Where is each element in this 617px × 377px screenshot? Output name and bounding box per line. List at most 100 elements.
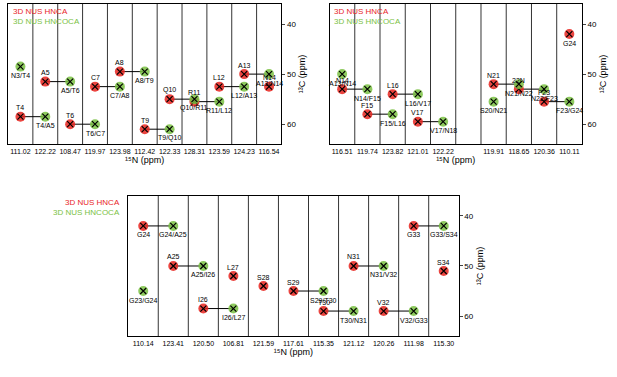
svg-text:V32/G33: V32/G33: [400, 317, 428, 324]
svg-text:60: 60: [588, 120, 597, 129]
svg-text:¹³C (ppm): ¹³C (ppm): [297, 55, 307, 94]
svg-text:Q10/R11: Q10/R11: [180, 104, 208, 112]
svg-text:110.14: 110.14: [133, 340, 154, 347]
svg-text:40: 40: [588, 20, 597, 29]
svg-text:119.97: 119.97: [85, 148, 106, 155]
svg-text:N21: N21: [487, 72, 500, 79]
svg-text:A25/I26: A25/I26: [191, 271, 215, 278]
svg-text:40: 40: [464, 212, 473, 221]
svg-text:119.74: 119.74: [357, 148, 378, 155]
svg-text:G33/S34: G33/S34: [430, 231, 458, 238]
svg-text:117.61: 117.61: [283, 340, 304, 347]
svg-text:F23: F23: [538, 89, 550, 96]
svg-text:123.98: 123.98: [109, 148, 131, 155]
svg-text:¹⁵N (ppm): ¹⁵N (ppm): [125, 155, 164, 165]
svg-text:60: 60: [287, 120, 296, 129]
svg-text:60: 60: [464, 312, 473, 321]
svg-text:¹³C (ppm): ¹³C (ppm): [598, 55, 608, 94]
svg-text:G24: G24: [563, 40, 576, 47]
svg-text:L27: L27: [227, 264, 239, 271]
svg-text:123.82: 123.82: [382, 148, 404, 155]
svg-text:L16: L16: [387, 82, 399, 89]
svg-text:N14/F15: N14/F15: [354, 95, 381, 102]
svg-text:N31: N31: [347, 253, 360, 260]
svg-text:N31/V32: N31/V32: [370, 271, 397, 278]
svg-text:3D NUS HNCA: 3D NUS HNCA: [334, 7, 389, 16]
svg-text:T9/Q10: T9/Q10: [158, 134, 181, 142]
svg-text:115.30: 115.30: [433, 340, 454, 347]
svg-text:G24: G24: [137, 231, 150, 238]
svg-text:C7/A8: C7/A8: [110, 92, 130, 99]
svg-text:115.35: 115.35: [313, 340, 334, 347]
svg-text:121.01: 121.01: [407, 148, 429, 155]
svg-text:108.47: 108.47: [59, 148, 81, 155]
svg-text:128.31: 128.31: [184, 148, 206, 155]
svg-text:120.36: 120.36: [533, 148, 555, 155]
svg-text:N21/N22: N21/N22: [505, 90, 533, 97]
svg-text:Q10: Q10: [163, 86, 176, 94]
svg-text:T6/C7: T6/C7: [86, 130, 105, 137]
svg-text:C7: C7: [91, 74, 100, 81]
svg-text:124.23: 124.23: [233, 148, 255, 155]
svg-text:112.42: 112.42: [134, 148, 155, 155]
svg-text:50: 50: [464, 262, 473, 271]
svg-text:¹⁵N (ppm): ¹⁵N (ppm): [274, 347, 313, 357]
svg-text:111.98: 111.98: [403, 340, 423, 347]
svg-text:S29: S29: [287, 279, 300, 286]
svg-text:N3/T4: N3/T4: [11, 72, 30, 79]
svg-text:A25: A25: [167, 253, 180, 260]
svg-text:¹³C (ppm): ¹³C (ppm): [475, 247, 485, 286]
svg-text:F15/L16: F15/L16: [380, 120, 406, 127]
svg-text:R11/L12: R11/L12: [206, 107, 232, 114]
svg-text:A8: A8: [115, 59, 124, 66]
svg-text:116.51: 116.51: [332, 148, 353, 155]
svg-text:122.33: 122.33: [159, 148, 181, 155]
svg-text:L16/V17: L16/V17: [405, 100, 431, 107]
svg-text:120.50: 120.50: [193, 340, 215, 347]
svg-text:50: 50: [588, 70, 597, 79]
svg-text:L12: L12: [213, 74, 225, 81]
svg-text:121.12: 121.12: [343, 340, 365, 347]
svg-text:118.65: 118.65: [508, 148, 529, 155]
svg-text:T4/A5: T4/A5: [36, 122, 55, 129]
svg-text:S20/N21: S20/N21: [480, 107, 507, 114]
svg-text:N14: N14: [263, 74, 276, 81]
svg-text:V17: V17: [411, 109, 424, 116]
svg-text:S34: S34: [437, 259, 450, 266]
svg-text:A8/T9: A8/T9: [135, 77, 154, 84]
svg-text:I26/L27: I26/L27: [222, 314, 245, 321]
svg-text:A13: A13: [238, 62, 251, 69]
svg-text:116.54: 116.54: [259, 148, 280, 155]
svg-text:3D NUS HNCA: 3D NUS HNCA: [65, 198, 120, 207]
svg-text:121.59: 121.59: [253, 340, 275, 347]
svg-text:T9: T9: [141, 117, 149, 124]
svg-text:3D NUS HNCOCA: 3D NUS HNCOCA: [334, 17, 401, 26]
svg-text:106.81: 106.81: [223, 340, 245, 347]
svg-text:A5/T6: A5/T6: [61, 87, 80, 94]
svg-text:T4: T4: [16, 104, 24, 111]
svg-text:T30: T30: [318, 299, 330, 306]
svg-text:T6: T6: [66, 112, 74, 119]
svg-text:111.02: 111.02: [10, 148, 30, 155]
svg-text:120.26: 120.26: [373, 340, 395, 347]
svg-text:R11: R11: [188, 89, 200, 96]
svg-text:3D NUS HNCOCA: 3D NUS HNCOCA: [53, 208, 120, 217]
svg-text:G33: G33: [407, 231, 420, 238]
svg-text:S29/T30: S29/T30: [310, 297, 337, 304]
svg-text:¹⁵N (ppm): ¹⁵N (ppm): [436, 155, 475, 165]
svg-text:40: 40: [287, 20, 296, 29]
svg-text:110.11: 110.11: [559, 148, 579, 155]
svg-text:122.22: 122.22: [35, 148, 57, 155]
svg-text:S28: S28: [257, 274, 270, 281]
svg-text:F15: F15: [361, 102, 373, 109]
svg-text:122.22: 122.22: [432, 148, 454, 155]
svg-text:22N: 22N: [512, 77, 525, 84]
svg-text:T30/N31: T30/N31: [340, 317, 367, 324]
svg-text:G24/A25: G24/A25: [159, 231, 187, 238]
svg-text:3D NUS HNCA: 3D NUS HNCA: [13, 7, 68, 16]
svg-text:I26: I26: [198, 296, 208, 303]
svg-text:123.41: 123.41: [163, 340, 185, 347]
svg-text:50: 50: [287, 70, 296, 79]
svg-text:119.91: 119.91: [483, 148, 504, 155]
svg-text:A5: A5: [41, 69, 50, 76]
